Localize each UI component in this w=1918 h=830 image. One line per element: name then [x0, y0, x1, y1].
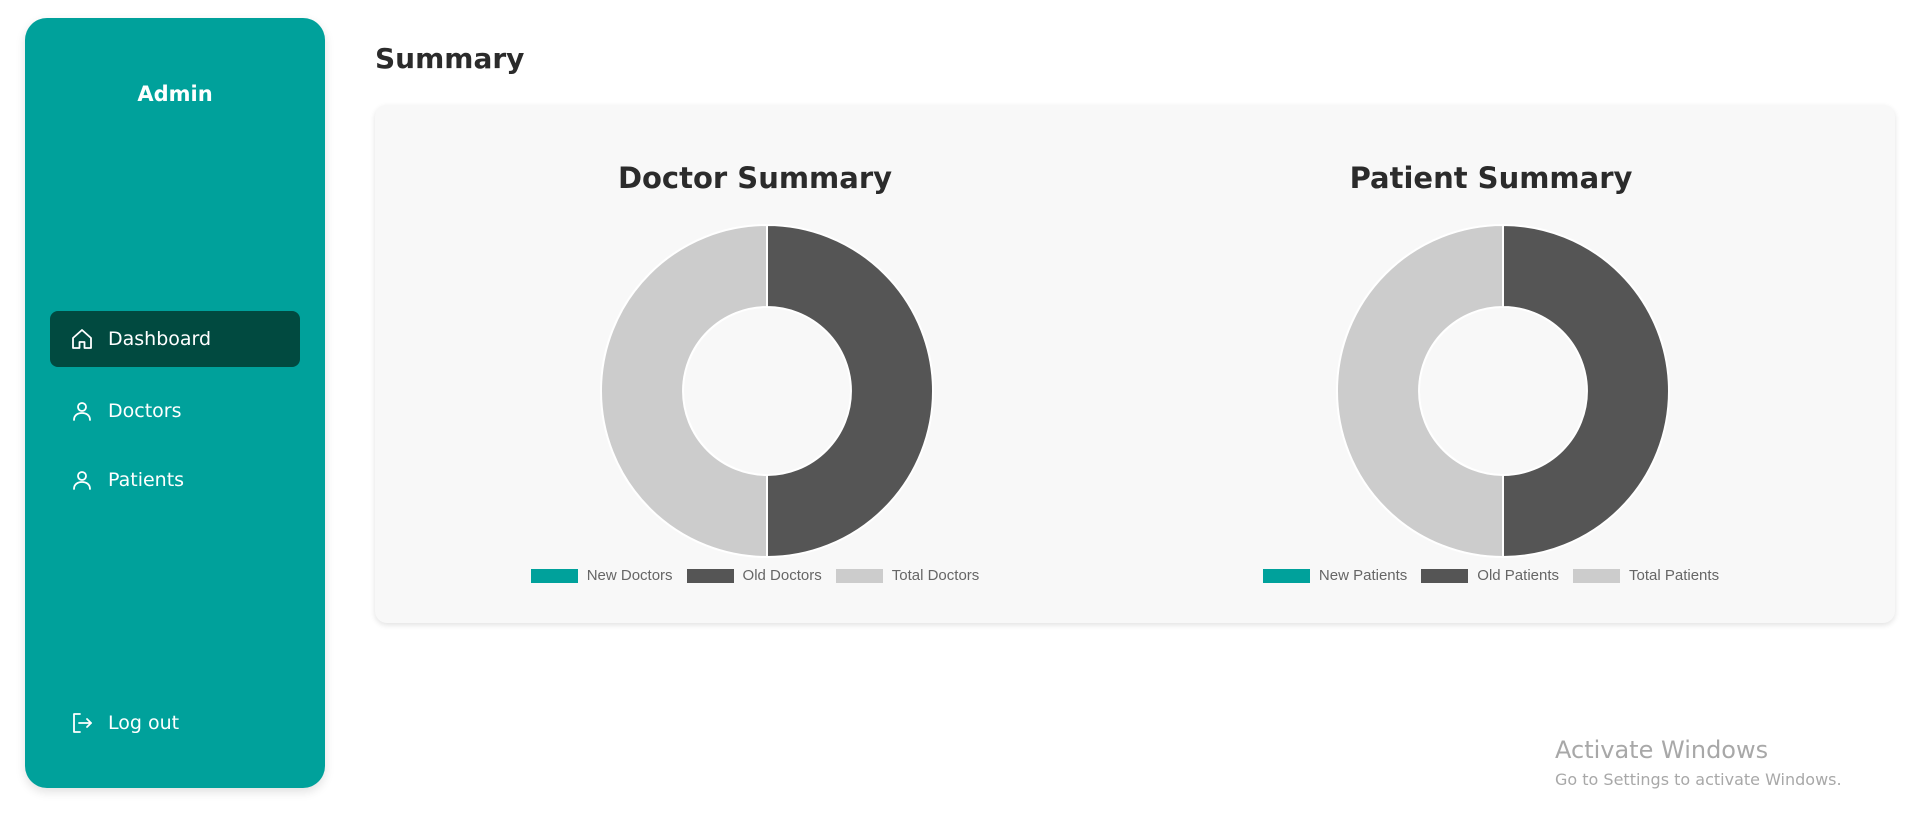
legend-swatch — [1421, 568, 1469, 583]
donut-slice-old-doctors[interactable] — [766, 223, 934, 559]
chart-legend: New Patients Old Patients Total Patients — [1111, 567, 1871, 584]
logout-icon — [70, 711, 94, 735]
sidebar-item-label: Doctors — [108, 400, 182, 422]
doctor-donut — [600, 223, 934, 559]
legend-label: New Doctors — [586, 567, 673, 584]
legend-swatch — [1262, 568, 1310, 583]
watermark-title: Activate Windows — [1555, 736, 1769, 764]
legend-item-total-patients[interactable]: Total Patients — [1573, 567, 1719, 584]
legend-item-new-doctors[interactable]: New Doctors — [530, 567, 673, 584]
legend-swatch — [686, 568, 734, 583]
windows-activation-watermark: Activate Windows Go to Settings to activ… — [1555, 736, 1842, 789]
user-icon — [70, 468, 94, 492]
donut-slice-total-doctors[interactable] — [600, 223, 768, 559]
legend-label: Total Doctors — [891, 567, 980, 584]
patient-summary-chart: Patient Summary New Patients Old Patient… — [1111, 105, 1871, 623]
legend-swatch — [835, 568, 883, 583]
chart-legend: New Doctors Old Doctors Total Doctors — [375, 567, 1135, 584]
chart-title: Doctor Summary — [617, 161, 893, 195]
legend-swatch — [1573, 568, 1621, 583]
logout-button[interactable]: Log out — [50, 695, 300, 751]
donut-slice-total-patients[interactable] — [1336, 223, 1504, 559]
sidebar-item-label: Patients — [108, 469, 185, 491]
logout-label: Log out — [108, 712, 180, 734]
donut-slice-old-patients[interactable] — [1502, 223, 1670, 559]
user-icon — [70, 399, 94, 423]
page-title: Summary — [375, 42, 525, 75]
sidebar-item-label: Dashboard — [108, 328, 212, 350]
legend-item-old-patients[interactable]: Old Patients — [1421, 567, 1559, 584]
summary-card: Doctor Summary New Doctors Old Doctors T… — [375, 105, 1895, 623]
sidebar-item-patients[interactable]: Patients — [50, 452, 300, 508]
legend-label: Old Patients — [1477, 567, 1560, 584]
doctor-summary-chart: Doctor Summary New Doctors Old Doctors T… — [375, 105, 1135, 623]
sidebar-item-doctors[interactable]: Doctors — [50, 383, 300, 439]
legend-label: Total Patients — [1629, 567, 1720, 584]
watermark-subtitle: Go to Settings to activate Windows. — [1555, 770, 1842, 789]
legend-item-old-doctors[interactable]: Old Doctors — [686, 567, 822, 584]
sidebar-item-dashboard[interactable]: Dashboard — [50, 311, 300, 367]
legend-item-total-doctors[interactable]: Total Doctors — [835, 567, 980, 584]
sidebar: Admin Dashboard Doctors — [25, 18, 325, 788]
legend-item-new-patients[interactable]: New Patients — [1262, 567, 1408, 584]
patient-donut — [1336, 223, 1670, 559]
brand-title: Admin — [137, 82, 213, 106]
home-icon — [70, 327, 94, 351]
legend-label: Old Doctors — [742, 567, 822, 584]
legend-swatch — [530, 568, 578, 583]
legend-label: New Patients — [1318, 567, 1408, 584]
chart-title: Patient Summary — [1349, 161, 1633, 195]
